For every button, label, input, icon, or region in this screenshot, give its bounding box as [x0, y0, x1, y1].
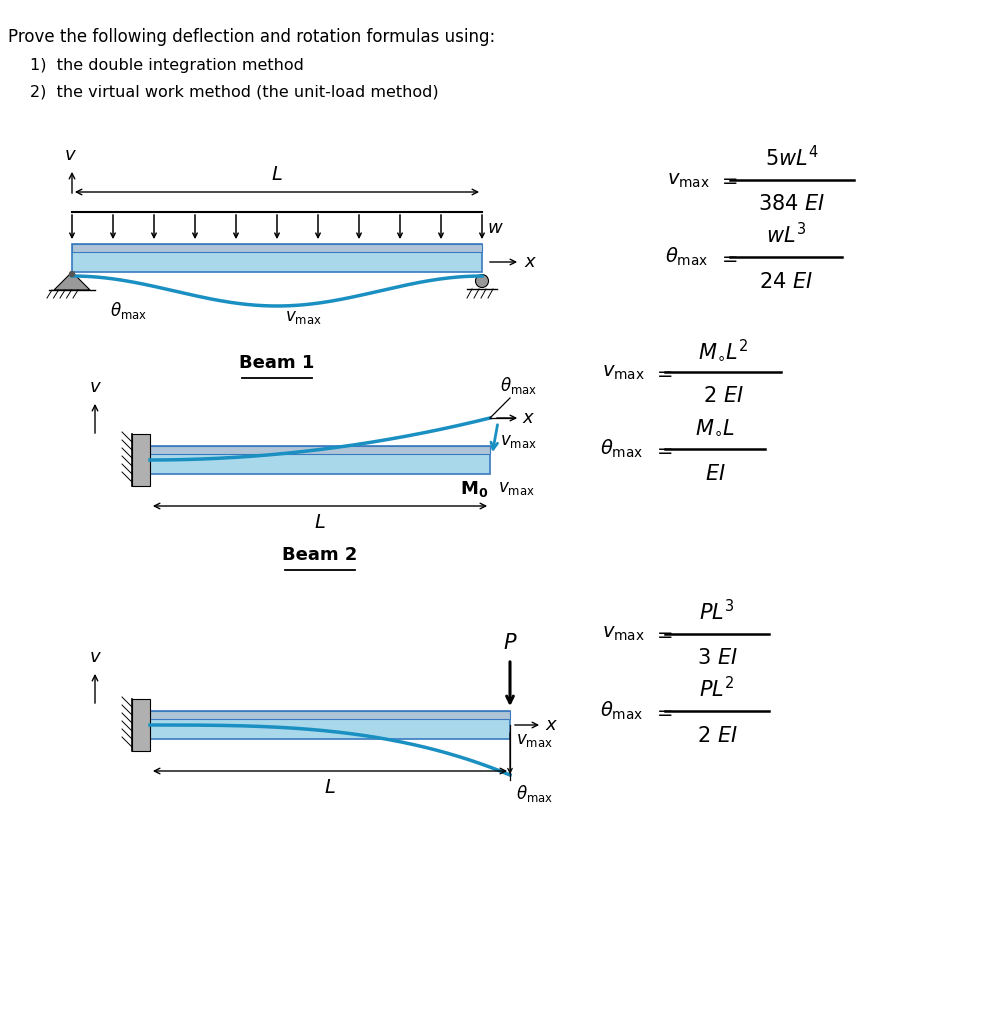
Text: $\theta_{\rm max}$: $\theta_{\rm max}$	[599, 699, 643, 722]
Bar	[150, 711, 510, 739]
Text: $\theta_{\rm max}$: $\theta_{\rm max}$	[665, 246, 708, 268]
Polygon shape	[54, 272, 90, 290]
Text: $v_{\rm max}$: $v_{\rm max}$	[667, 171, 710, 189]
Bar	[72, 244, 482, 252]
Text: $384\ EI$: $384\ EI$	[758, 194, 826, 214]
Bar	[150, 446, 490, 454]
Text: $v_{\rm max}$: $v_{\rm max}$	[602, 362, 645, 382]
Text: $=$: $=$	[718, 171, 738, 189]
Text: $PL^2$: $PL^2$	[699, 677, 735, 701]
Text: $wL^3$: $wL^3$	[766, 222, 806, 248]
Text: $v$: $v$	[64, 146, 77, 164]
Text: $\theta_{\rm max}$: $\theta_{\rm max}$	[599, 438, 643, 460]
Text: $24\ EI$: $24\ EI$	[759, 272, 813, 292]
Text: $=$: $=$	[653, 439, 673, 459]
Text: $L$: $L$	[324, 778, 336, 797]
Text: $P$: $P$	[502, 633, 517, 653]
Text: $=$: $=$	[653, 701, 673, 721]
Text: $v_{\rm max}$: $v_{\rm max}$	[516, 731, 553, 749]
Text: $=$: $=$	[653, 362, 673, 382]
Text: $2\ EI$: $2\ EI$	[697, 726, 738, 746]
Text: $\theta_{\rm max}$: $\theta_{\rm max}$	[516, 783, 553, 804]
Text: $v_{\rm max}$: $v_{\rm max}$	[285, 308, 322, 326]
Circle shape	[476, 274, 489, 288]
Text: $EI$: $EI$	[704, 464, 725, 484]
Text: $x$: $x$	[545, 716, 558, 734]
Text: $\theta_{\rm max}$: $\theta_{\rm max}$	[110, 300, 147, 321]
Text: $L$: $L$	[314, 513, 326, 532]
Text: $=$: $=$	[653, 625, 673, 643]
Text: $\mathbf{M}_{\mathbf{0}}$: $\mathbf{M}_{\mathbf{0}}$	[460, 479, 488, 499]
Text: $x$: $x$	[522, 409, 536, 427]
Bar	[150, 446, 490, 474]
Text: $2\ EI$: $2\ EI$	[702, 386, 744, 406]
Circle shape	[70, 271, 75, 276]
Text: Beam 2: Beam 2	[283, 546, 358, 564]
Text: $v_{\rm max}$: $v_{\rm max}$	[498, 479, 535, 497]
Text: $v$: $v$	[88, 648, 101, 666]
Text: $v$: $v$	[88, 378, 101, 396]
Text: $M_{\circ}L^2$: $M_{\circ}L^2$	[697, 338, 749, 362]
Text: $x$: $x$	[524, 253, 538, 271]
Bar	[132, 434, 150, 486]
Text: $5wL^4$: $5wL^4$	[765, 145, 819, 171]
Text: $v_{\rm max}$: $v_{\rm max}$	[602, 625, 645, 643]
Text: $3\ EI$: $3\ EI$	[697, 648, 738, 668]
Text: Beam 1: Beam 1	[239, 354, 315, 372]
Text: $\theta_{\rm max}$: $\theta_{\rm max}$	[500, 375, 538, 396]
Text: $PL^3$: $PL^3$	[699, 599, 735, 625]
Bar	[132, 699, 150, 751]
Text: 2)  the virtual work method (the unit-load method): 2) the virtual work method (the unit-loa…	[30, 84, 439, 99]
Text: $v_{\rm max}$: $v_{\rm max}$	[500, 432, 537, 450]
Text: Prove the following deflection and rotation formulas using:: Prove the following deflection and rotat…	[8, 28, 495, 46]
Text: $=$: $=$	[718, 248, 738, 266]
Text: 1)  the double integration method: 1) the double integration method	[30, 58, 304, 73]
Bar	[150, 711, 510, 719]
Text: $w$: $w$	[487, 219, 503, 237]
Text: $L$: $L$	[271, 165, 283, 184]
Text: $M_{\circ}L$: $M_{\circ}L$	[695, 417, 735, 437]
Bar	[72, 244, 482, 272]
